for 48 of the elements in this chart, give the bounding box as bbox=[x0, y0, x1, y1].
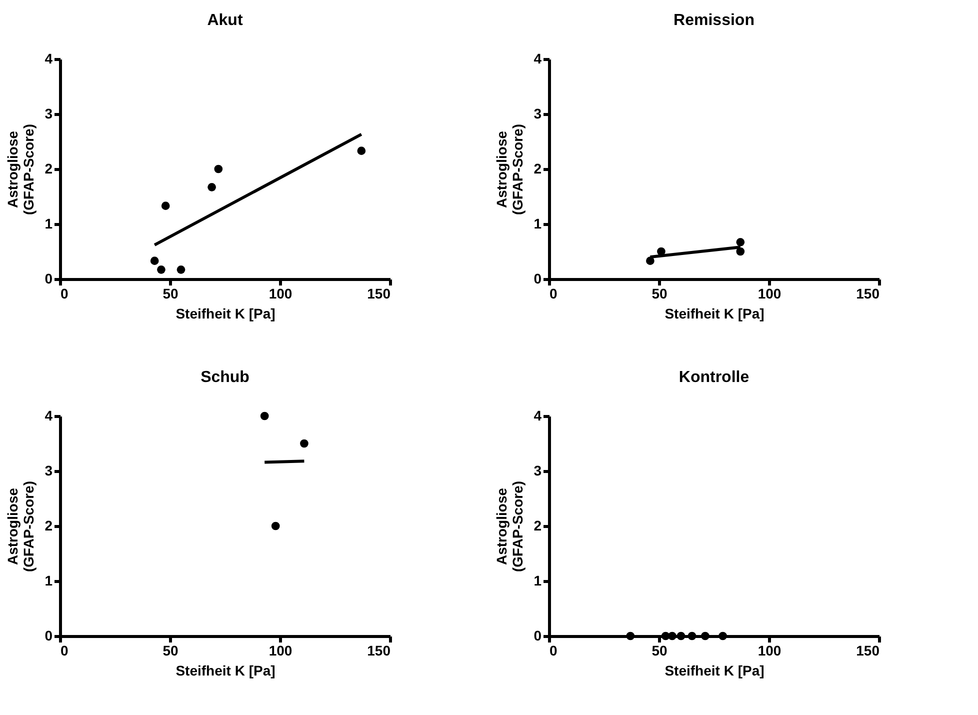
chart-title: Remission bbox=[674, 12, 754, 29]
y-tick-label: 2 bbox=[534, 160, 542, 176]
chart-title: Akut bbox=[207, 12, 244, 29]
x-tick-label: 150 bbox=[367, 642, 391, 658]
y-tick-label: 2 bbox=[44, 160, 53, 176]
y-tick-label: 3 bbox=[44, 462, 53, 478]
x-tick-label: 150 bbox=[856, 642, 880, 658]
y-tick-label: 1 bbox=[44, 216, 53, 232]
y-tick-label: 1 bbox=[534, 216, 542, 232]
y-tick-label: 0 bbox=[534, 270, 542, 286]
y-tick-label: 1 bbox=[534, 572, 542, 588]
y-tick-label: 3 bbox=[534, 462, 542, 478]
x-tick-label: 50 bbox=[652, 642, 668, 658]
y-axis-title: Astrogliose (GFAP-Score) bbox=[494, 124, 526, 216]
y-tick-label: 3 bbox=[44, 106, 53, 122]
y-tick-label: 1 bbox=[44, 572, 53, 588]
y-tick-label: 0 bbox=[44, 628, 53, 644]
y-axis-title: Astrogliose (GFAP-Score) bbox=[494, 480, 526, 572]
x-tick-label: 0 bbox=[60, 642, 68, 658]
y-tick-label: 2 bbox=[44, 518, 53, 534]
y-tick-label: 4 bbox=[44, 50, 53, 66]
y-tick-label: 0 bbox=[44, 270, 53, 286]
x-tick-label: 50 bbox=[162, 286, 178, 302]
x-tick-label: 100 bbox=[268, 642, 292, 658]
x-axis-title: Steifheit K [Pa] bbox=[176, 662, 276, 678]
y-tick-label: 4 bbox=[44, 408, 53, 424]
y-tick-label: 4 bbox=[534, 50, 542, 66]
x-tick-label: 100 bbox=[758, 642, 782, 658]
x-tick-label: 0 bbox=[60, 286, 68, 302]
x-tick-label: 100 bbox=[268, 286, 292, 302]
x-tick-label: 100 bbox=[758, 286, 782, 302]
chart-title: Kontrolle bbox=[678, 369, 750, 386]
x-tick-label: 0 bbox=[550, 642, 558, 658]
x-axis-title: Steifheit K [Pa] bbox=[664, 662, 764, 678]
x-axis-title: Steifheit K [Pa] bbox=[176, 306, 276, 322]
x-tick-label: 0 bbox=[550, 286, 558, 302]
x-axis-title: Steifheit K [Pa] bbox=[664, 306, 764, 322]
y-axis-title: Astrogliose (GFAP-Score) bbox=[4, 124, 37, 216]
x-tick-label: 150 bbox=[856, 286, 880, 302]
y-tick-label: 2 bbox=[534, 518, 542, 534]
x-tick-label: 50 bbox=[162, 642, 178, 658]
y-axis-title: Astrogliose (GFAP-Score) bbox=[4, 480, 37, 572]
y-tick-label: 0 bbox=[534, 628, 542, 644]
y-tick-label: 3 bbox=[534, 106, 542, 122]
x-tick-label: 150 bbox=[367, 286, 391, 302]
chart-title: Schub bbox=[200, 369, 250, 386]
y-tick-label: 4 bbox=[534, 408, 542, 424]
x-tick-label: 50 bbox=[652, 286, 668, 302]
